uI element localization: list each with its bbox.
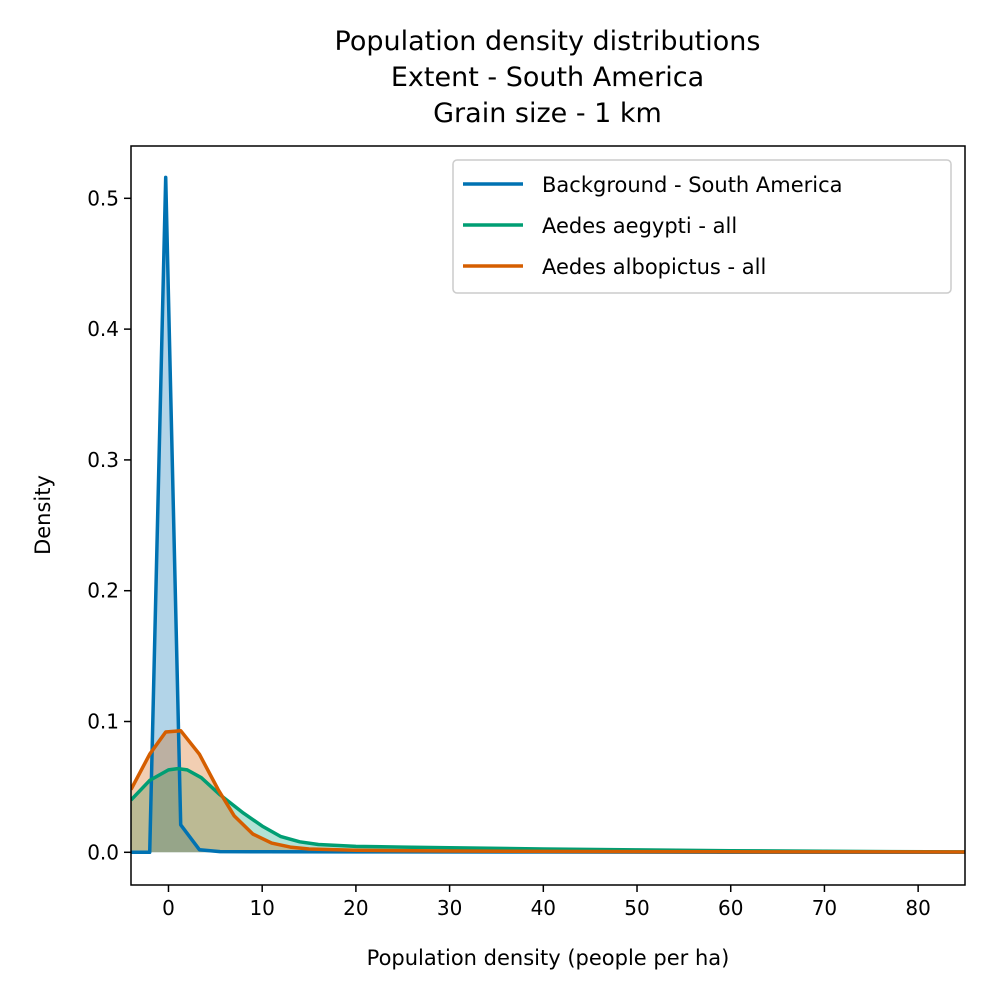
legend: Background - South America Aedes aegypti … [452, 159, 952, 294]
x-tick-label: 70 [812, 896, 837, 920]
x-axis: 0 10 20 30 40 50 60 70 80 [162, 885, 931, 920]
chart-title-line-2: Extent - South America [390, 62, 705, 93]
area-fill-aedes-albopictus-all [131, 730, 965, 853]
x-tick-label: 40 [531, 896, 556, 920]
plot-frame [130, 145, 966, 886]
x-tick-label: 80 [905, 896, 930, 920]
series-line-aedes-albopictus-all [131, 728, 965, 854]
y-tick-label: 0.4 [87, 317, 119, 341]
legend-label-aedes-aegypti-all: Aedes aegypti - all [542, 214, 737, 238]
chart-title-line-1: Population density distributions [334, 26, 761, 57]
y-tick-label: 0.1 [87, 710, 119, 734]
y-axis-label: Density [31, 475, 55, 555]
x-tick-label: 10 [249, 896, 274, 920]
area-fill-aedes-aegypti-all [131, 768, 965, 853]
legend-box [452, 159, 952, 294]
x-tick-label: 0 [162, 896, 175, 920]
y-axis: 0.0 0.1 0.2 0.3 0.4 0.5 [87, 186, 131, 864]
x-tick-label: 60 [718, 896, 743, 920]
legend-label-aedes-albopictus-all: Aedes albopictus - all [542, 255, 766, 279]
x-axis-label: Population density (people per ha) [367, 946, 730, 970]
y-tick-label: 0.3 [87, 448, 119, 472]
x-tick-label: 30 [437, 896, 462, 920]
y-tick-label: 0.2 [87, 579, 119, 603]
series-line-aedes-aegypti-all [131, 766, 965, 854]
series-lines [131, 175, 965, 855]
legend-label-background-south-america: Background - South America [542, 173, 843, 197]
y-tick-label: 0.0 [87, 840, 119, 864]
x-tick-label: 20 [343, 896, 368, 920]
y-tick-label: 0.5 [87, 186, 119, 210]
chart-title-line-3: Grain size - 1 km [433, 98, 662, 129]
x-tick-label: 50 [624, 896, 649, 920]
series-fills [131, 177, 965, 853]
chart-title: Population density distributions Extent … [130, 24, 965, 132]
